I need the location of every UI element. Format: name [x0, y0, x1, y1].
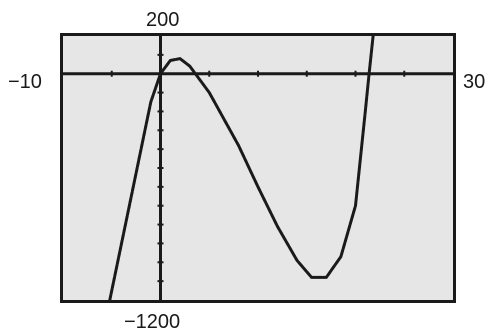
xmax-label: 30	[463, 71, 486, 93]
graph-plot	[63, 36, 453, 300]
xmin-label: −10	[8, 71, 42, 93]
ymin-label: −1200	[124, 311, 181, 333]
ymax-label: 200	[146, 9, 180, 31]
function-curve	[108, 36, 375, 300]
calculator-screen	[60, 33, 456, 303]
